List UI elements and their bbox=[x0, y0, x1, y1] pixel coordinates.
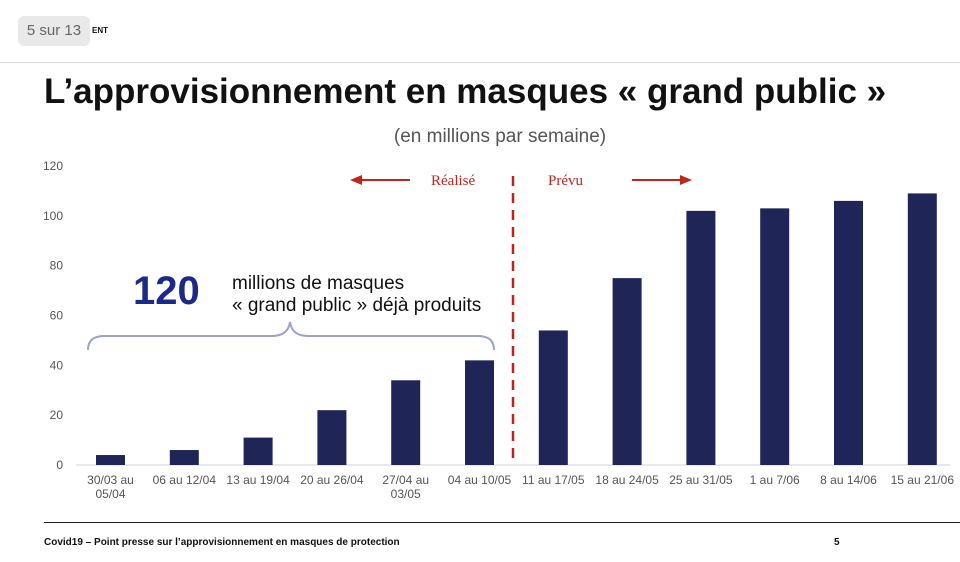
x-tick-label-line: 03/05 bbox=[391, 487, 421, 501]
total-produced-line1: millions de masques bbox=[232, 273, 404, 294]
slide-subtitle: (en millions par semaine) bbox=[393, 126, 607, 147]
total-produced-number: 120 bbox=[133, 269, 200, 313]
bar bbox=[243, 437, 273, 465]
prevu-label: Prévu bbox=[548, 173, 583, 189]
x-tick-label: 20 au 26/04 bbox=[300, 473, 364, 487]
x-tick-label-line: 20 au 26/04 bbox=[300, 473, 364, 487]
x-tick-label: 25 au 31/05 bbox=[669, 473, 733, 487]
x-tick-label-line: 15 au 21/06 bbox=[891, 473, 955, 487]
x-tick-label-line: 25 au 31/05 bbox=[669, 473, 733, 487]
y-tick-label: 120 bbox=[43, 159, 63, 173]
top-divider bbox=[0, 62, 960, 63]
page-indicator[interactable]: 5 sur 13 bbox=[18, 16, 90, 46]
x-tick-label: 15 au 21/06 bbox=[891, 473, 955, 487]
bar bbox=[465, 360, 494, 465]
bar bbox=[907, 193, 937, 466]
x-tick-label: 30/03 au 05/04 bbox=[87, 473, 134, 501]
x-tick-label-line: 18 au 24/05 bbox=[595, 473, 659, 487]
x-tick-label-line: 11 au 17/05 bbox=[522, 473, 585, 487]
x-tick-label-line: 1 au 7/06 bbox=[750, 473, 800, 487]
slide-title: L’approvisionnement en masques « grand p… bbox=[44, 72, 887, 111]
x-tick-label: 04 au 10/05 bbox=[448, 473, 512, 487]
x-tick-label-line: 04 au 10/05 bbox=[448, 473, 512, 487]
x-tick-label-line: 30/03 au bbox=[87, 473, 134, 487]
x-tick-label-line: 8 au 14/06 bbox=[820, 473, 877, 487]
x-tick-label: 27/04 au 03/05 bbox=[382, 473, 429, 501]
prevu-arrow bbox=[632, 175, 692, 185]
y-tick-label: 60 bbox=[50, 309, 64, 323]
bar bbox=[538, 330, 568, 465]
y-tick-label: 0 bbox=[56, 458, 63, 472]
x-tick-label-line: 27/04 au bbox=[382, 473, 429, 487]
y-tick-label: 40 bbox=[50, 358, 64, 372]
realise-arrow bbox=[350, 175, 410, 185]
x-axis-labels: 30/03 au 05/04 06 au 12/04 13 au 19/04 20 au… bbox=[87, 473, 954, 501]
x-tick-label: 11 au 17/05 bbox=[522, 473, 585, 487]
x-tick-label: 06 au 12/04 bbox=[153, 473, 217, 487]
bars bbox=[96, 193, 937, 466]
x-tick-label-line: 05/04 bbox=[95, 487, 125, 501]
footer-divider bbox=[44, 522, 960, 523]
x-tick-label: 18 au 24/05 bbox=[595, 473, 659, 487]
x-tick-label: 13 au 19/04 bbox=[226, 473, 290, 487]
x-tick-label: 8 au 14/06 bbox=[820, 473, 877, 487]
total-produced-brace bbox=[87, 321, 495, 351]
x-tick-label: 1 au 7/06 bbox=[750, 473, 800, 487]
bar bbox=[317, 410, 347, 465]
bar bbox=[391, 380, 421, 465]
x-tick-label-line: 06 au 12/04 bbox=[153, 473, 217, 487]
logo: ENT bbox=[92, 26, 108, 35]
total-produced-line2: « grand public » déjà produits bbox=[232, 295, 481, 316]
bar bbox=[760, 208, 790, 465]
bar bbox=[834, 200, 863, 465]
realise-label: Réalisé bbox=[431, 173, 475, 189]
y-tick-label: 100 bbox=[43, 209, 63, 223]
y-axis: 0 20 40 60 80 100 120 bbox=[43, 159, 63, 472]
footer-text: Covid19 – Point presse sur l’approvision… bbox=[44, 537, 400, 548]
x-tick-label-line: 13 au 19/04 bbox=[226, 473, 290, 487]
bar bbox=[96, 455, 125, 465]
bar bbox=[612, 278, 642, 465]
bar bbox=[686, 210, 716, 465]
y-tick-label: 80 bbox=[50, 259, 64, 273]
y-tick-label: 20 bbox=[50, 408, 64, 422]
footer-page-number: 5 bbox=[834, 537, 840, 548]
bar bbox=[169, 450, 199, 465]
